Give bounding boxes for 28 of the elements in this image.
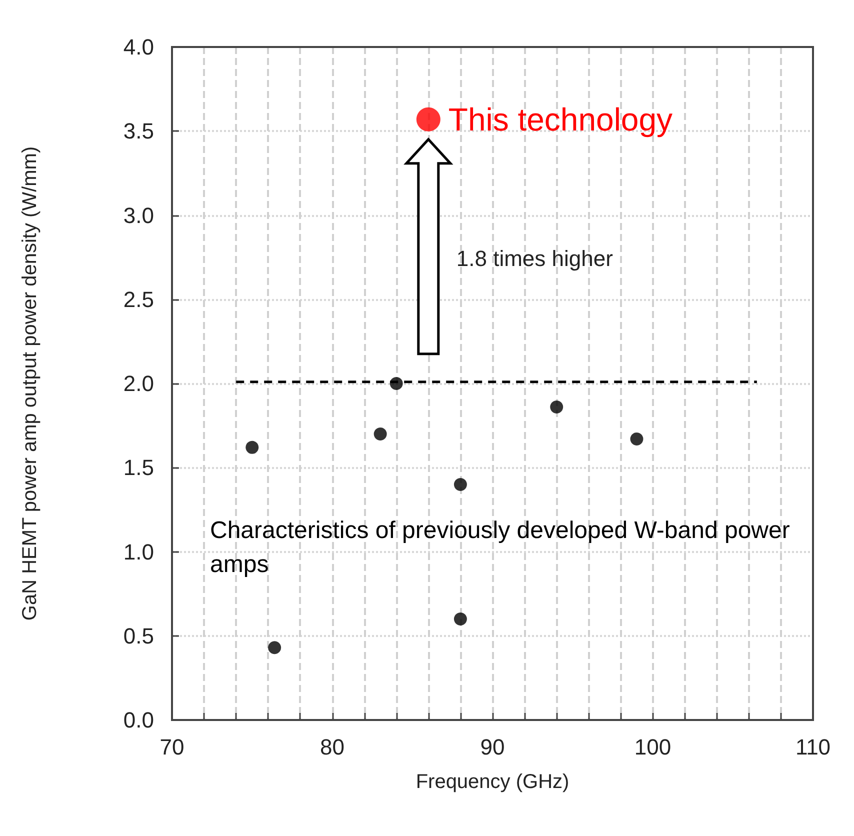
x-axis-title: Frequency (GHz) bbox=[416, 771, 570, 793]
point bbox=[268, 641, 282, 654]
point bbox=[390, 377, 403, 390]
y-tick-label: 3.5 bbox=[123, 118, 154, 144]
y-tick-label: 2.0 bbox=[123, 371, 154, 396]
y-axis-title: GaN HEMT power amp output power density (W/mm) bbox=[19, 146, 41, 621]
text: Characteristics of previously developed W-band power amps bbox=[210, 516, 797, 578]
x-tick-label: 90 bbox=[480, 734, 505, 760]
point bbox=[416, 107, 440, 132]
y-tick-label: 4.0 bbox=[123, 34, 154, 60]
point bbox=[454, 612, 467, 626]
point bbox=[374, 427, 387, 440]
y-tick-label: 3.0 bbox=[123, 202, 154, 228]
point bbox=[550, 400, 564, 414]
x-tick-label: 70 bbox=[160, 734, 184, 760]
point bbox=[246, 440, 259, 454]
y-tick-label: 0.0 bbox=[123, 708, 154, 732]
x-tick-label: 110 bbox=[795, 734, 831, 760]
x-tick-label: 80 bbox=[320, 734, 344, 760]
point bbox=[454, 478, 467, 491]
y-tick-label: 0.5 bbox=[123, 623, 154, 648]
y-tick-label: 1.5 bbox=[123, 455, 154, 480]
x-tick-label: 100 bbox=[634, 734, 672, 760]
series-label: This technology bbox=[448, 101, 673, 138]
y-tick-label: 2.5 bbox=[123, 286, 154, 312]
y-tick-label: 1.0 bbox=[123, 539, 154, 564]
annotation: 1.8 times higher bbox=[456, 246, 613, 272]
point bbox=[630, 432, 644, 446]
